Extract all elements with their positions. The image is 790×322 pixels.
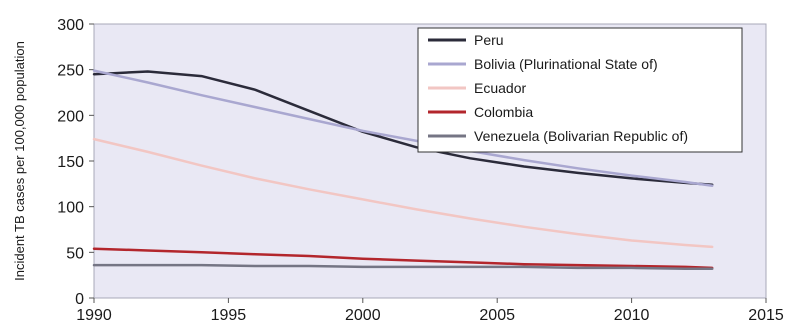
- y-tick-label: 50: [66, 245, 84, 262]
- legend: Peru Bolivia (Plurinational State of) Ecua…: [417, 27, 743, 153]
- y-tick-label: 300: [57, 17, 84, 34]
- x-tick-label: 2000: [345, 307, 381, 322]
- legend-label: Bolivia (Plurinational State of): [474, 56, 658, 72]
- series-line-0: [92, 70, 714, 186]
- legend-label: Ecuador: [474, 80, 526, 96]
- x-tick-label: 2015: [748, 307, 784, 322]
- y-tick-label: 0: [75, 291, 84, 308]
- series-lines: [92, 69, 714, 271]
- y-tick-label: 250: [57, 63, 84, 80]
- legend-label: Colombia: [474, 104, 533, 120]
- y-tick-label: 200: [57, 108, 84, 125]
- legend-label: Venezuela (Bolivarian Republic of): [474, 128, 688, 144]
- x-tick-label: 2010: [614, 307, 650, 322]
- series-line-4: [92, 263, 714, 271]
- x-tick-label: 1990: [76, 307, 112, 322]
- legend-label: Peru: [474, 32, 504, 48]
- y-axis-title: Incident TB cases per 100,000 population: [12, 41, 27, 281]
- y-tick-label: 150: [57, 154, 84, 171]
- x-tick-label: 1995: [211, 307, 247, 322]
- y-tick-label: 100: [57, 200, 84, 217]
- series-line-2: [92, 137, 714, 249]
- x-axis: 1990 1995 2000 2005 2010 2015: [76, 298, 784, 322]
- x-tick-label: 2005: [479, 307, 515, 322]
- series-line-1: [92, 69, 714, 187]
- y-axis: 0 50 100 150 200 250 300: [57, 17, 94, 308]
- series-line-3: [92, 247, 714, 270]
- legend-box: [417, 27, 743, 153]
